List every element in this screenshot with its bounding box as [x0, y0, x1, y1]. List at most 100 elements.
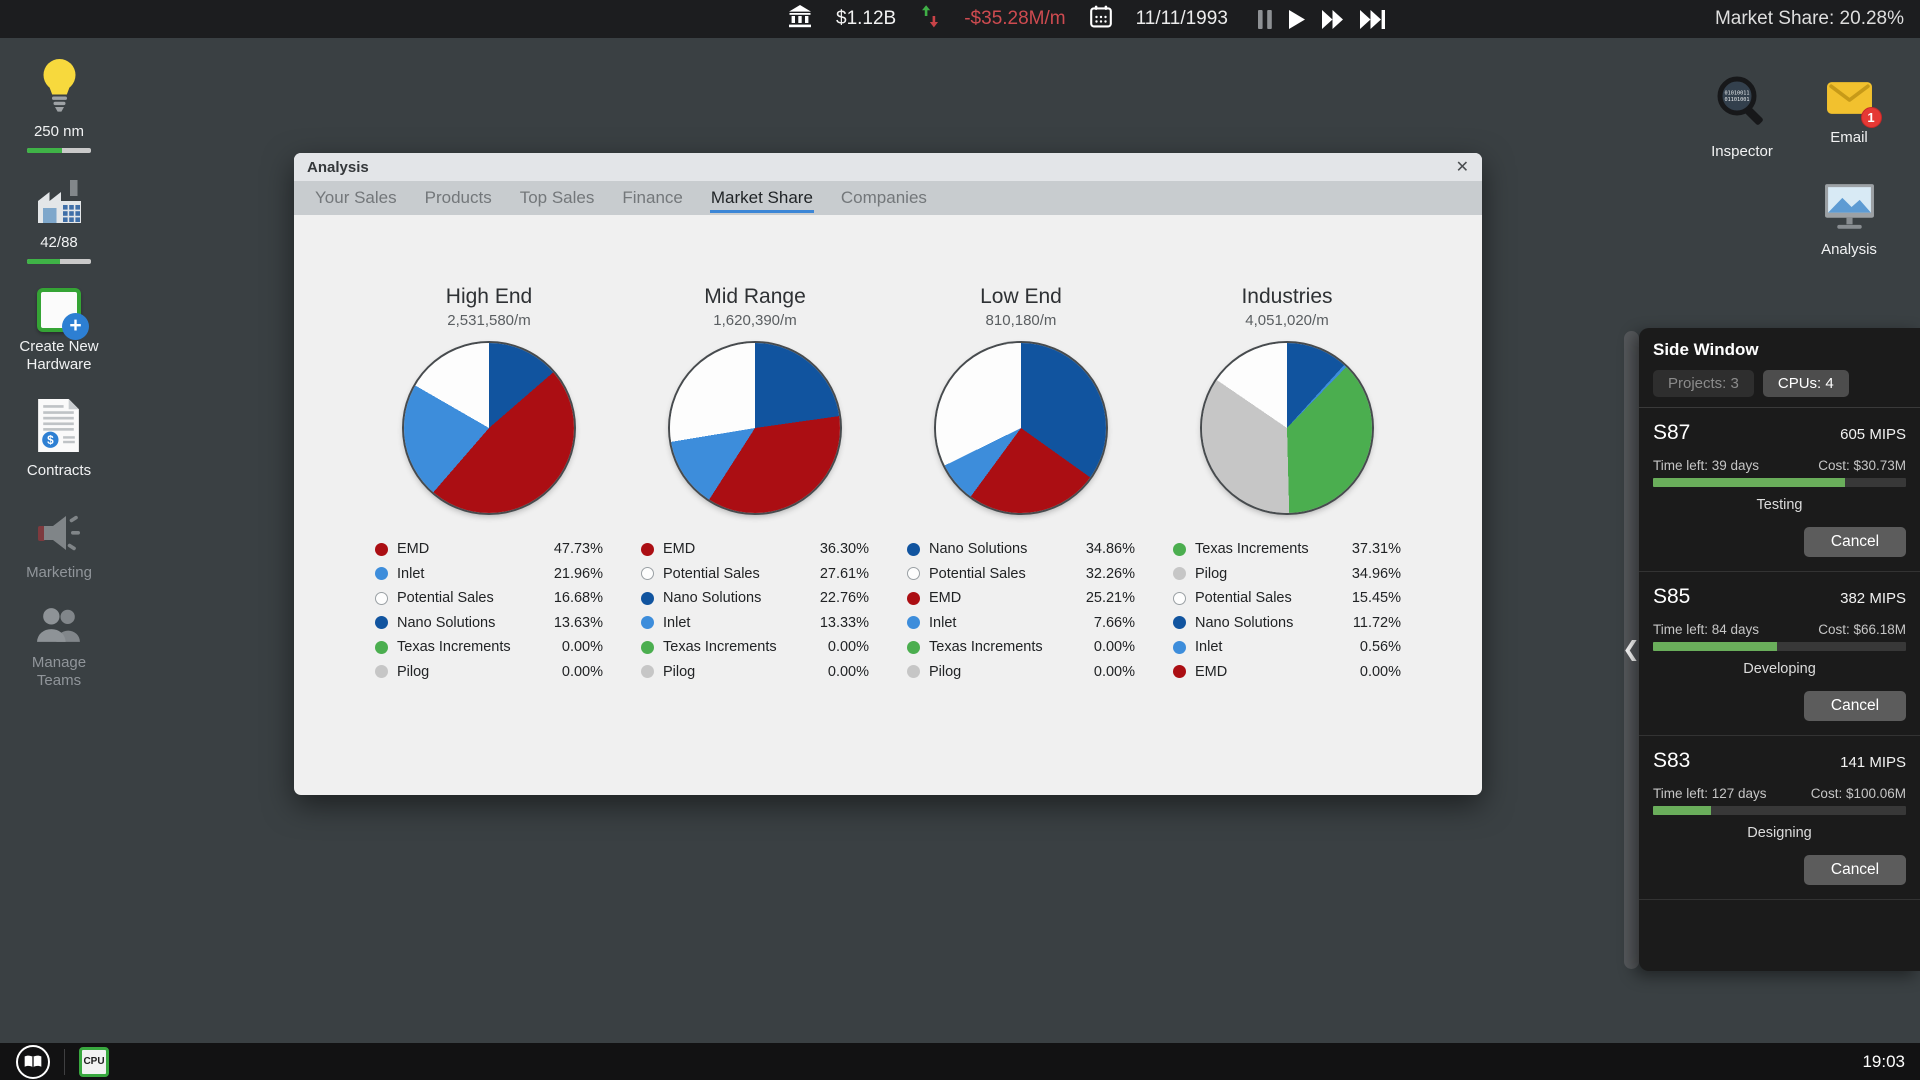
- collapse-chevron-icon[interactable]: ❮: [1622, 638, 1640, 661]
- legend-color-dot: [1173, 591, 1186, 605]
- legend-percent: 16.68%: [553, 590, 603, 607]
- side-window-title: Side Window: [1653, 340, 1759, 359]
- legend-percent: 0.00%: [1093, 639, 1135, 656]
- research-progress-bar: [27, 147, 91, 153]
- legend-color-dot: [375, 616, 388, 630]
- menu-book-icon[interactable]: [16, 1044, 50, 1079]
- legend-color-dot: [907, 640, 920, 654]
- project-cancel-button[interactable]: Cancel: [1804, 691, 1906, 721]
- chart-low-end: Low End 810,180/m Nano Solutions 34.86% …: [896, 285, 1146, 684]
- chart-mid-range: Mid Range 1,620,390/m EMD 36.30% Potenti…: [630, 285, 880, 684]
- chart-legend: EMD 36.30% Potential Sales 27.61% Nano S…: [641, 537, 869, 684]
- legend-row: EMD 0.00%: [1173, 660, 1401, 685]
- legend-row: Potential Sales 15.45%: [1173, 586, 1401, 611]
- email-envelope-icon: [1826, 82, 1873, 122]
- svg-text:$: $: [48, 434, 55, 447]
- legend-percent: 7.66%: [1093, 614, 1135, 631]
- research-button[interactable]: 250 nm: [27, 58, 91, 153]
- project-stage: Developing: [1743, 661, 1816, 677]
- cpus-filter-button[interactable]: CPUs: 4: [1762, 370, 1849, 397]
- legend-row: Inlet 7.66%: [907, 611, 1135, 636]
- bottom-taskbar: CPU 19:03: [0, 1043, 1920, 1080]
- window-titlebar[interactable]: Analysis ✕: [294, 153, 1482, 181]
- window-title: Analysis: [307, 158, 369, 176]
- projects-filter-button[interactable]: Projects: 3: [1653, 370, 1754, 397]
- legend-company-name: EMD: [397, 541, 430, 558]
- tab-finance[interactable]: Finance: [622, 188, 683, 207]
- project-cancel-button[interactable]: Cancel: [1804, 527, 1906, 557]
- legend-row: Inlet 0.56%: [1173, 635, 1401, 660]
- factory-label: 42/88: [40, 233, 78, 251]
- close-icon[interactable]: ✕: [1455, 159, 1469, 176]
- project-mips: 141 MIPS: [1840, 754, 1906, 771]
- cpu-chip-icon[interactable]: CPU: [79, 1046, 109, 1077]
- legend-row: Pilog 34.96%: [1173, 562, 1401, 587]
- tab-market-share[interactable]: Market Share: [697, 181, 827, 215]
- legend-company-name: Potential Sales: [397, 590, 494, 607]
- project-mips: 382 MIPS: [1840, 590, 1906, 607]
- legend-color-dot: [375, 567, 388, 581]
- bank-icon: [788, 5, 812, 33]
- tab-products[interactable]: Products: [424, 188, 492, 207]
- email-button[interactable]: 1 Email: [1806, 78, 1892, 146]
- legend-percent: 15.45%: [1351, 590, 1401, 607]
- legend-company-name: Potential Sales: [1195, 590, 1292, 607]
- project-cancel-button[interactable]: Cancel: [1804, 855, 1906, 885]
- tab-your-sales[interactable]: Your Sales: [315, 188, 397, 207]
- project-progress-track: [1653, 478, 1906, 487]
- legend-company-name: Nano Solutions: [1195, 614, 1294, 631]
- legend-percent: 34.96%: [1351, 565, 1401, 582]
- project-cost: Cost: $66.18M: [1818, 622, 1906, 637]
- project-time-left: Time left: 39 days: [1653, 458, 1760, 473]
- legend-row: Potential Sales 32.26%: [907, 562, 1135, 587]
- contracts-button[interactable]: $ Contracts: [27, 399, 91, 481]
- legend-color-dot: [1173, 542, 1186, 556]
- legend-company-name: Texas Increments: [1195, 541, 1309, 558]
- legend-percent: 47.73%: [553, 541, 603, 558]
- legend-row: Pilog 0.00%: [641, 660, 869, 685]
- market-share-charts: High End 2,531,580/m EMD 47.73% Inlet 21…: [294, 285, 1482, 684]
- legend-company-name: Nano Solutions: [663, 590, 762, 607]
- legend-row: EMD 36.30%: [641, 537, 869, 562]
- legend-percent: 13.63%: [553, 614, 603, 631]
- calendar-icon: [1089, 5, 1112, 33]
- factory-button[interactable]: 42/88: [27, 177, 91, 264]
- email-unread-badge: 1: [1860, 107, 1882, 128]
- legend-color-dot: [375, 542, 388, 556]
- project-mips: 605 MIPS: [1840, 426, 1906, 443]
- trend-arrows-icon: [920, 4, 940, 34]
- play-icon[interactable]: [1288, 9, 1305, 29]
- legend-company-name: Potential Sales: [929, 565, 1026, 582]
- project-progress-track: [1653, 642, 1906, 651]
- inspector-button[interactable]: 01010011 01101001 Inspector: [1699, 72, 1785, 160]
- legend-color-dot: [907, 591, 920, 605]
- analysis-window: Analysis ✕ Your Sales Products Top Sales…: [294, 153, 1482, 795]
- tab-companies[interactable]: Companies: [840, 188, 927, 207]
- svg-text:01010011: 01010011: [1725, 91, 1750, 97]
- legend-row: Nano Solutions 22.76%: [641, 586, 869, 611]
- create-new-hardware-button[interactable]: + Create New Hardware: [13, 287, 105, 376]
- chart-title: Low End: [980, 285, 1062, 308]
- legend-color-dot: [641, 591, 654, 605]
- legend-row: Inlet 21.96%: [375, 562, 603, 587]
- legend-row: Potential Sales 16.68%: [375, 586, 603, 611]
- legend-row: Texas Increments 37.31%: [1173, 537, 1401, 562]
- legend-color-dot: [1173, 665, 1186, 679]
- legend-percent: 0.00%: [561, 663, 603, 680]
- legend-company-name: Pilog: [397, 663, 430, 680]
- tab-top-sales[interactable]: Top Sales: [519, 188, 595, 207]
- pause-icon[interactable]: [1257, 9, 1272, 29]
- analysis-button[interactable]: Analysis: [1806, 182, 1892, 258]
- project-card-s83: S83 141 MIPS Time left: 127 days Cost: $…: [1639, 736, 1920, 900]
- project-cost: Cost: $100.06M: [1810, 786, 1906, 801]
- project-progress-track: [1653, 806, 1906, 815]
- inspector-magnifier-icon: 01010011 01101001: [1712, 72, 1772, 136]
- legend-company-name: Texas Increments: [663, 639, 777, 656]
- fastest-forward-icon[interactable]: [1359, 9, 1385, 29]
- pie-chart: [670, 343, 840, 513]
- fast-forward-icon[interactable]: [1321, 9, 1343, 29]
- legend-percent: 36.30%: [819, 541, 869, 558]
- project-stage: Testing: [1756, 497, 1803, 513]
- legend-percent: 25.21%: [1085, 590, 1135, 607]
- manage-teams-label: Manage Teams: [31, 653, 87, 690]
